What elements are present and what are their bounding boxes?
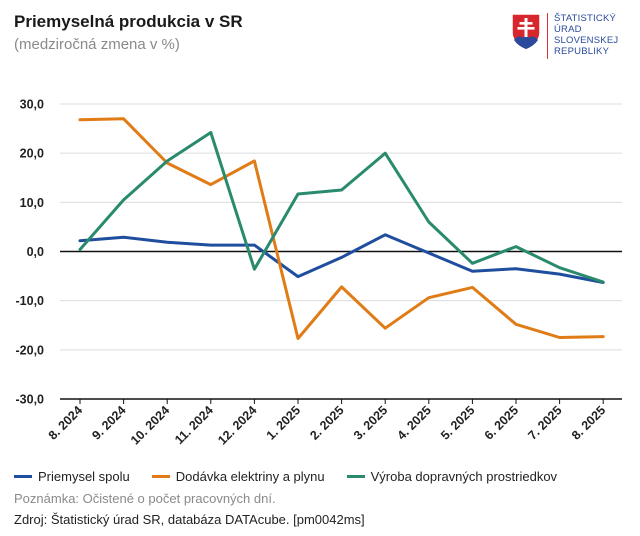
x-tick-label: 5. 2025 (438, 403, 477, 442)
logo-line-1: ŠTATISTICKÝ (554, 13, 617, 24)
legend-swatch (346, 475, 365, 478)
x-tick-label: 7. 2025 (525, 403, 564, 442)
chart-source: Zdroj: Štatistický úrad SR, databáza DAT… (14, 512, 365, 527)
legend-swatch (14, 475, 32, 478)
legend-item-vyroba: Výroba dopravných prostriedkov (346, 469, 558, 484)
x-tick-label: 12. 2024 (215, 403, 259, 447)
y-axis-ticks: 30,0 20,0 10,0 0,0 -10,0 -20,0 -30,0 (16, 98, 45, 407)
logo-text: ŠTATISTICKÝ ÚRAD SLOVENSKEJ REPUBLIKY (554, 13, 618, 57)
x-tick-label: 4. 2025 (395, 403, 434, 442)
logo-line-3: SLOVENSKEJ (554, 35, 619, 46)
legend-swatch (151, 475, 170, 478)
susr-logo: ŠTATISTICKÝ ÚRAD SLOVENSKEJ REPUBLIKY (511, 13, 636, 61)
logo-divider (547, 13, 548, 59)
chart-title: Priemyselná produkcia v SR (14, 12, 243, 31)
x-tick-label: 11. 2024 (172, 403, 216, 447)
x-tick-label: 2. 2025 (307, 403, 346, 442)
grid-lines (60, 103, 622, 400)
coat-of-arms-icon (511, 13, 541, 51)
legend-item-priemysel: Priemysel spolu (14, 469, 130, 484)
series-lines (78, 117, 605, 340)
x-tick-label: 1. 2025 (264, 403, 303, 442)
y-tick-label: -30,0 (16, 393, 45, 407)
legend-label: Výroba dopravných prostriedkov (370, 469, 558, 484)
x-tick-label: 9. 2024 (89, 403, 128, 442)
legend-item-dodavka: Dodávka elektriny a plynu (151, 469, 325, 484)
x-tick-label: 8. 2024 (46, 403, 85, 442)
series-line-0 (78, 233, 605, 284)
y-tick-label: 0,0 (27, 245, 44, 259)
legend: Priemysel spolu Dodávka elektriny a plyn… (14, 469, 579, 484)
x-axis-ticks: 8. 2024 9. 2024 10. 2024 11. 2024 12. 2024 1.… (46, 399, 608, 448)
chart-note: Poznámka: Očistené o počet pracovných dn… (14, 491, 276, 506)
y-tick-label: -20,0 (16, 343, 45, 357)
x-tick-label: 10. 2024 (128, 403, 172, 447)
series-line-2 (78, 131, 605, 284)
y-tick-label: 20,0 (20, 147, 44, 161)
legend-label: Priemysel spolu (38, 469, 130, 484)
y-tick-label: -10,0 (16, 294, 45, 308)
logo-line-4: REPUBLIKY (554, 46, 610, 57)
legend-label: Dodávka elektriny a plynu (175, 469, 325, 484)
x-tick-label: 8. 2025 (569, 403, 608, 442)
x-tick-label: 3. 2025 (351, 403, 390, 442)
chart-subtitle: (medziročná zmena v %) (14, 36, 180, 53)
logo-line-2: ÚRAD (554, 24, 582, 35)
x-tick-label: 6. 2025 (482, 403, 521, 442)
series-line-1 (78, 117, 605, 340)
y-tick-label: 30,0 (20, 98, 44, 112)
y-tick-label: 10,0 (20, 196, 44, 210)
line-chart: 30,0 20,0 10,0 0,0 -10,0 -20,0 -30,0 8. 2024 9.… (16, 98, 622, 448)
